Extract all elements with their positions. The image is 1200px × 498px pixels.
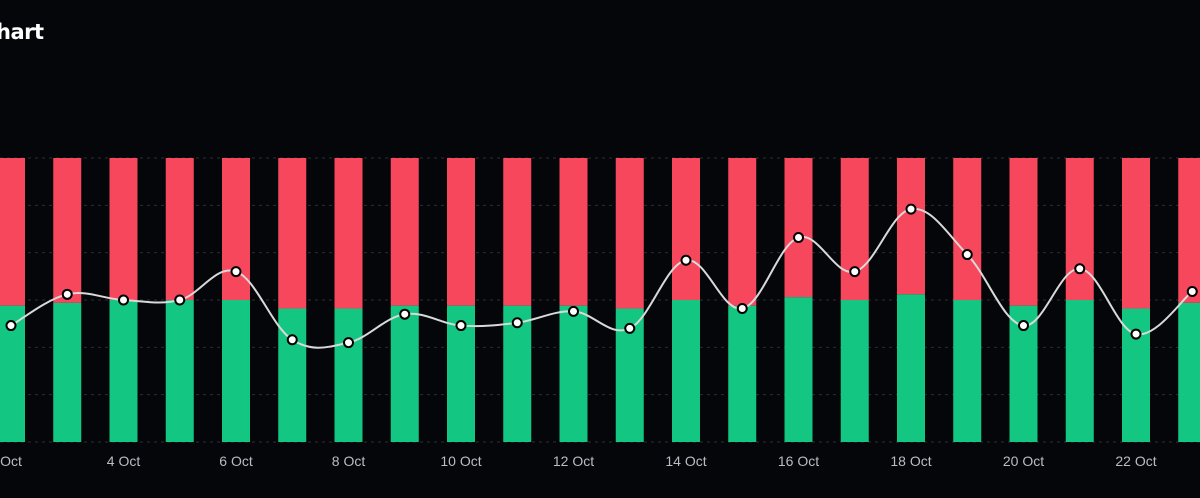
bar-green: [503, 305, 532, 442]
bar-green: [1178, 302, 1200, 442]
line-point: [118, 294, 129, 306]
bar-red: [0, 158, 25, 306]
x-tick-label: 10 Oct: [440, 453, 481, 469]
line-point: [5, 320, 17, 332]
line-point: [736, 303, 748, 315]
bar-red: [728, 158, 757, 306]
bar-red: [1122, 158, 1150, 309]
bar-green: [784, 297, 813, 442]
x-tick-label: 4 Oct: [107, 453, 141, 469]
bar-red: [503, 158, 532, 306]
bar-red: [1178, 158, 1200, 303]
x-tick-label: 6 Oct: [219, 453, 253, 469]
bar-red: [1009, 158, 1038, 306]
line-point: [1074, 263, 1086, 275]
line-point: [568, 305, 579, 317]
x-tick-label: 14 Oct: [665, 453, 706, 469]
line-point: [680, 254, 692, 266]
line-point: [343, 337, 354, 349]
bar-green: [109, 300, 138, 442]
bar-green: [953, 300, 982, 442]
x-tick-label: 20 Oct: [1003, 453, 1044, 469]
line-point: [849, 266, 861, 278]
bar-red: [897, 158, 925, 295]
line-point: [961, 249, 973, 261]
bar-green: [334, 308, 363, 442]
bar-red: [953, 158, 982, 300]
bar-red: [672, 158, 700, 300]
line-point: [905, 203, 917, 215]
bar-red: [840, 158, 869, 300]
bar-green: [390, 305, 419, 442]
line-point: [174, 294, 186, 306]
bar-red: [559, 158, 588, 306]
line-point: [1186, 285, 1198, 297]
bar-green: [840, 300, 869, 442]
bar-green: [1065, 300, 1094, 442]
bar-green: [728, 305, 757, 442]
bar-green: [897, 294, 925, 442]
bar-green: [278, 308, 307, 442]
chart-title: hart: [0, 20, 44, 44]
bar-red: [334, 158, 363, 309]
line-point: [399, 308, 411, 320]
bar-red: [784, 158, 813, 298]
bar-red: [390, 158, 419, 306]
x-tick-label: 22 Oct: [1115, 453, 1156, 469]
line-point: [455, 320, 467, 332]
bar-green: [672, 300, 700, 442]
line-point: [286, 334, 298, 346]
x-tick-label: 8 Oct: [332, 453, 366, 469]
bar-red: [1065, 158, 1094, 300]
line-point: [624, 322, 636, 334]
line-point: [793, 232, 804, 244]
line-point: [1018, 320, 1029, 332]
bar-red: [447, 158, 475, 306]
bar-green: [559, 305, 588, 442]
bar-red: [278, 158, 307, 309]
line-point: [1130, 328, 1142, 340]
line-point: [230, 266, 242, 278]
x-tick-label: 16 Oct: [778, 453, 819, 469]
x-tick-label: 18 Oct: [890, 453, 931, 469]
x-tick-label: Oct: [0, 453, 22, 469]
bar-green: [53, 302, 82, 442]
bar-green: [165, 300, 194, 442]
bar-red: [615, 158, 644, 309]
line-point: [61, 288, 73, 300]
series-line: [10, 208, 1193, 349]
x-tick-label: 12 Oct: [553, 453, 594, 469]
bar-red: [53, 158, 82, 303]
bar-red: [109, 158, 138, 300]
bar-green: [222, 300, 250, 442]
line-point: [511, 317, 523, 329]
bar-red: [165, 158, 194, 300]
